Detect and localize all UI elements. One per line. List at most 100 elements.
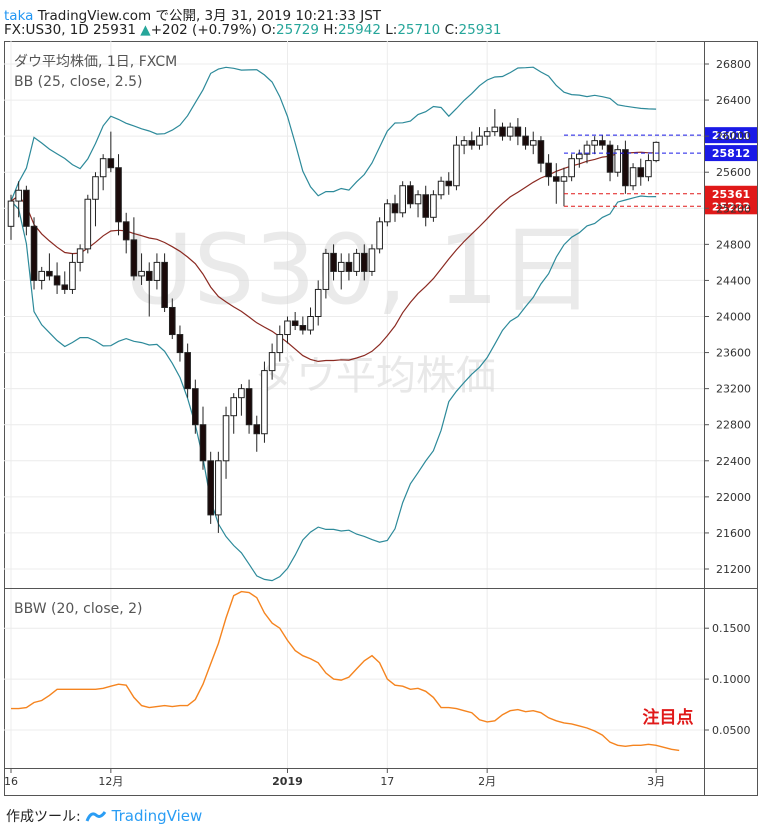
candle-up [138, 270, 145, 277]
candle-down [291, 320, 299, 327]
x-tick-label: 2月 [478, 775, 496, 788]
bb-upper-line [10, 66, 657, 202]
candle-down [161, 261, 168, 308]
y-tick-label: 22000 [716, 491, 751, 504]
candle-down [46, 270, 53, 277]
candle-up [38, 270, 46, 281]
candle-down [422, 194, 430, 218]
candle-down [115, 167, 122, 223]
price-tag-label: 25222 [712, 200, 750, 213]
candle-up [314, 288, 322, 317]
candle-up [591, 140, 598, 146]
y-tick-label: 26800 [716, 58, 751, 71]
candle-down [184, 352, 191, 390]
price-tag-label: 25361 [712, 188, 750, 201]
bbw-axis: 0.0500 0.1000 0.1500 [704, 622, 751, 737]
y-tick-label: 23600 [716, 347, 751, 360]
candle-down [537, 140, 545, 164]
candle-up [69, 261, 76, 290]
chart-frame [4, 41, 758, 796]
candle-down [61, 284, 69, 290]
x-tick-label: 16 [4, 775, 18, 788]
candle-down [330, 252, 337, 272]
publish-text: TradingView.com で公開, 3月 31, 2019 10:21:3… [37, 8, 382, 24]
candle-down [253, 424, 261, 435]
candle-down [360, 252, 368, 272]
candle-up [483, 131, 491, 137]
candle-up [629, 167, 637, 187]
x-tick-label: 3月 [647, 775, 665, 788]
candle-up [560, 176, 568, 182]
close-value: 25931 [458, 22, 502, 38]
watermark-name: ダウ平均株価 [256, 353, 496, 399]
candle-down [168, 306, 176, 336]
candle-up [476, 135, 483, 146]
y-tick-label: 23200 [716, 383, 751, 396]
candle-down [545, 162, 552, 178]
candle-up [645, 160, 652, 178]
candle-up [337, 261, 345, 272]
low-value: 25710 [397, 22, 441, 38]
bb-legend[interactable]: BB (25, close, 2.5) [14, 74, 143, 90]
candle-down [207, 460, 214, 516]
candle-down [199, 424, 207, 462]
candle-up [529, 140, 537, 146]
bbw-tick-label: 0.1000 [712, 673, 751, 686]
bbw-tick-label: 0.0500 [712, 724, 751, 737]
annotation-label: 注目点 [643, 707, 694, 728]
candle-down [130, 239, 138, 277]
candle-up [238, 388, 245, 399]
candle-up [453, 144, 460, 187]
footer: 作成ツール: TradingView [6, 806, 202, 826]
close-label: C: [444, 22, 459, 38]
candle-up [491, 126, 499, 133]
candle-down [23, 189, 30, 227]
x-tick-label: 17 [380, 775, 394, 788]
candle-up [399, 185, 406, 214]
change-up-icon: ▲ [140, 22, 151, 38]
candle-up [84, 198, 92, 250]
candle-up [99, 158, 107, 178]
candle-down [299, 325, 307, 331]
bbw-legend[interactable]: BBW (20, close, 2) [14, 601, 143, 617]
candle-down [468, 140, 476, 146]
candle-up [268, 352, 276, 372]
time-axis: 1612月2019172月3月4月 [4, 768, 665, 788]
candle-up [153, 261, 161, 281]
candle-down [345, 261, 353, 272]
candle-up [568, 158, 575, 178]
publisher-user[interactable]: taka [4, 8, 34, 24]
candle-down [122, 221, 130, 241]
candle-up [284, 320, 291, 336]
footer-brand[interactable]: TradingView [111, 807, 203, 825]
candles [7, 109, 660, 533]
candle-down [445, 180, 453, 187]
high-value: 25942 [337, 22, 381, 38]
candle-up [460, 140, 468, 146]
candle-down [245, 388, 253, 426]
x-tick-label: 12月 [98, 775, 123, 788]
candle-up [215, 460, 222, 516]
price-axis: 21200 21600 22000 22400 22800 23200 23600 24000… [704, 58, 751, 576]
candle-up [353, 252, 360, 272]
main-legend[interactable]: ダウ平均株価, 1日, FXCM [14, 54, 177, 70]
candle-down [522, 135, 529, 146]
bbw-line [11, 590, 680, 752]
candle-up [307, 316, 314, 331]
candle-up [430, 194, 437, 218]
candle-down [107, 158, 115, 169]
y-tick-label: 24400 [716, 274, 751, 287]
candle-down [53, 275, 61, 286]
candle-up [506, 126, 514, 137]
tradingview-logo-icon [85, 809, 111, 825]
price-tag-box [705, 127, 757, 144]
y-tick-label: 24000 [716, 311, 751, 324]
candle-down [499, 126, 506, 137]
bb-lower-line [10, 195, 657, 582]
y-tick-label: 26400 [716, 94, 751, 107]
y-tick-label: 22800 [716, 419, 751, 432]
open-value: 25729 [276, 22, 319, 38]
bbw-tick-label: 0.1500 [712, 622, 751, 635]
y-tick-label: 25600 [716, 166, 751, 179]
